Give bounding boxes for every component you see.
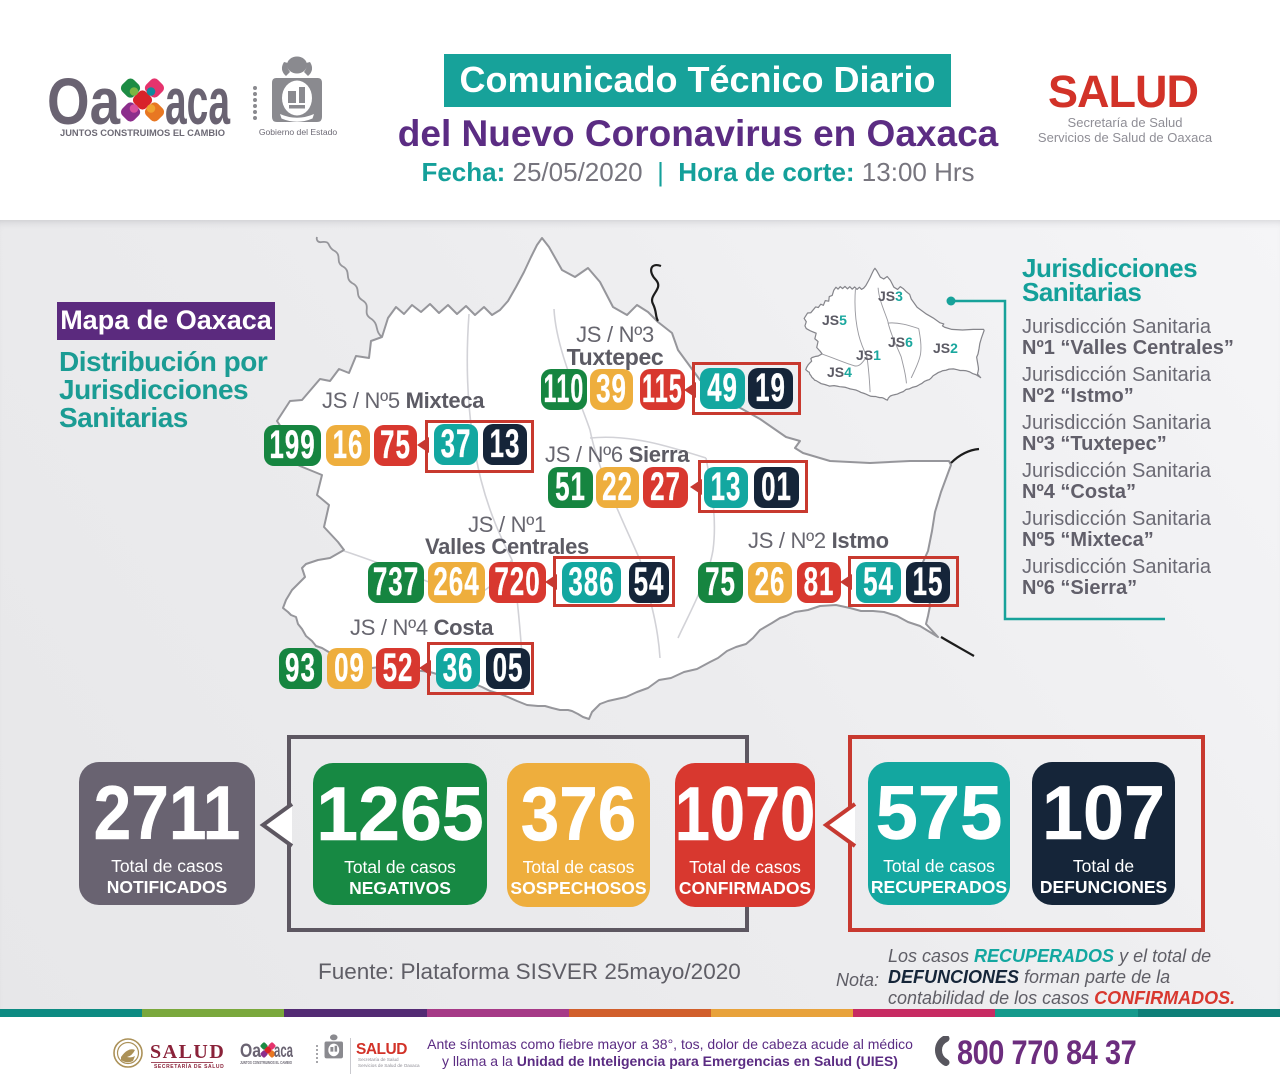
svg-text:Oa: Oa bbox=[47, 64, 121, 138]
svg-text:Secretaría de Salud: Secretaría de Salud bbox=[358, 1057, 399, 1062]
svg-text:SALUD: SALUD bbox=[150, 1041, 225, 1063]
svg-text:Oa: Oa bbox=[240, 1041, 261, 1062]
svg-text:SECRETARÍA DE SALUD: SECRETARÍA DE SALUD bbox=[154, 1062, 224, 1070]
svg-text:Servicios de Salud de Oaxaca: Servicios de Salud de Oaxaca bbox=[358, 1063, 420, 1068]
svg-text:aca: aca bbox=[165, 64, 231, 138]
svg-text:aca: aca bbox=[274, 1041, 293, 1062]
svg-text:Gobierno del Estado: Gobierno del Estado bbox=[259, 127, 338, 137]
svg-text:JUNTOS CONSTRUIMOS EL CAMBIO: JUNTOS CONSTRUIMOS EL CAMBIO bbox=[60, 128, 226, 139]
svg-text:JUNTOS CONSTRUIMOS EL CAMBIO: JUNTOS CONSTRUIMOS EL CAMBIO bbox=[240, 1060, 292, 1065]
svg-text:SALUD: SALUD bbox=[356, 1041, 407, 1058]
